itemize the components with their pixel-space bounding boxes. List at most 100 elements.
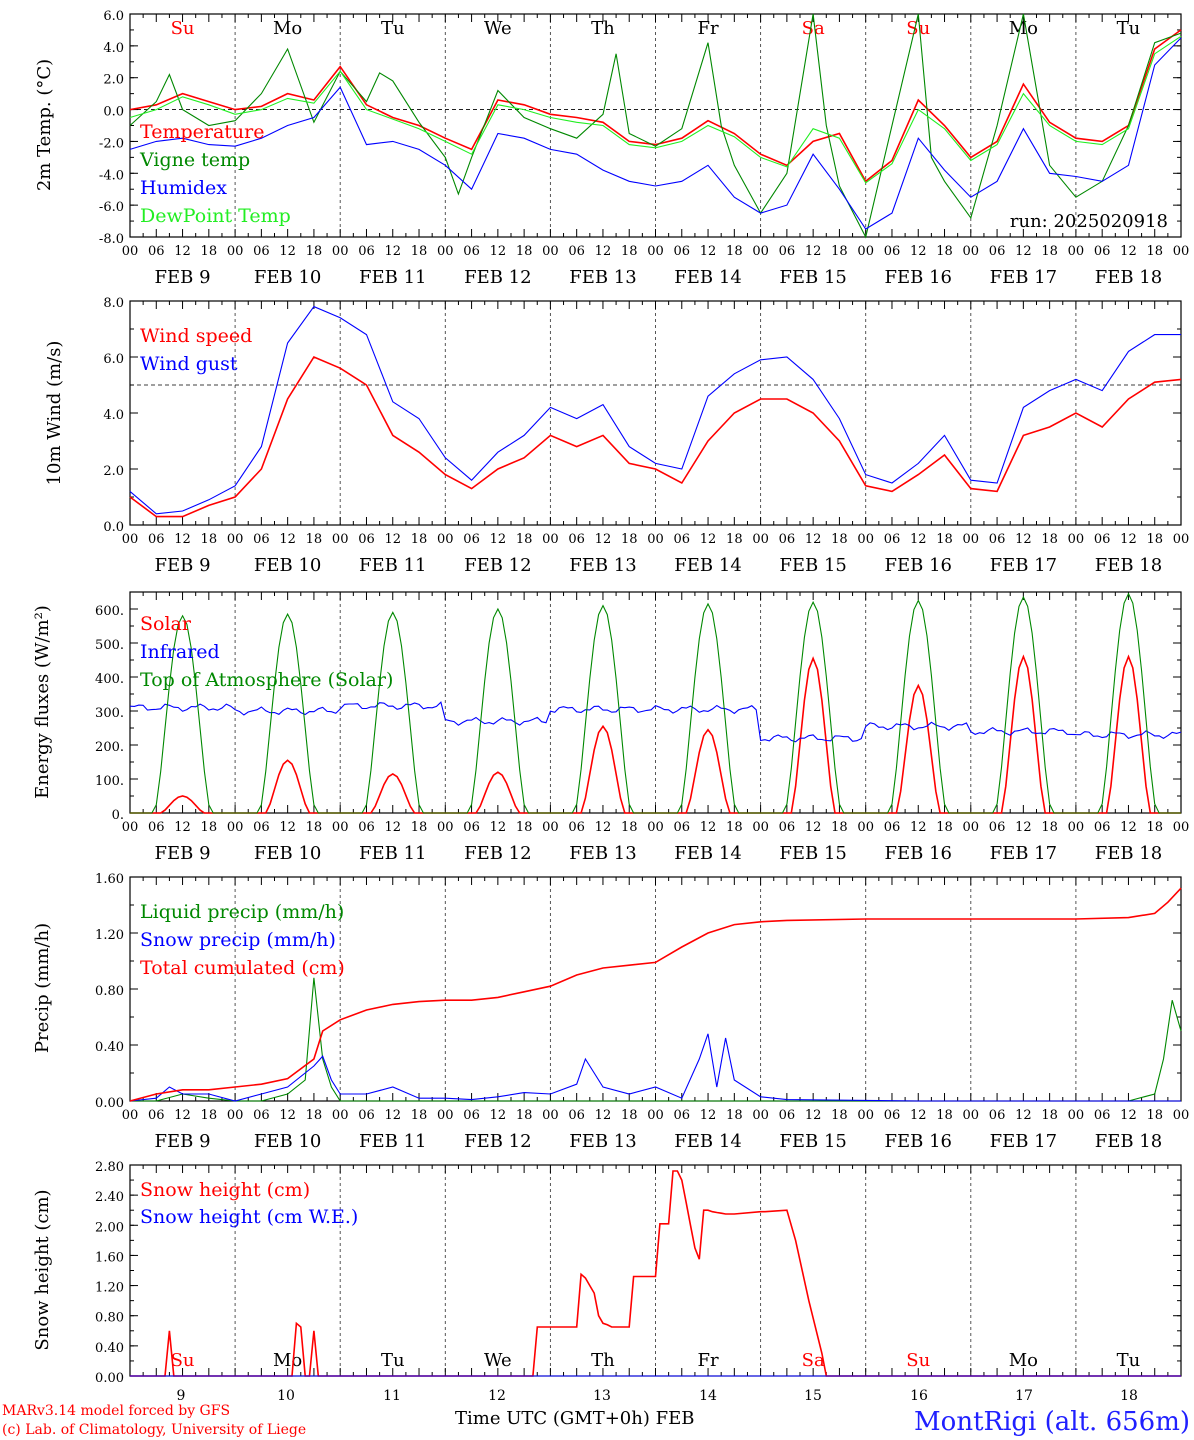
date-label: FEB 14 <box>674 267 741 288</box>
day-number-16: 16 <box>910 1388 928 1404</box>
hour-tick-label: 00 <box>332 820 349 835</box>
y-tick-label: 4.0 <box>103 408 124 423</box>
hour-tick-label: 12 <box>279 1108 296 1123</box>
series-line-wind-gust <box>129 305 1181 515</box>
date-label: FEB 10 <box>254 843 321 864</box>
weekday-label: Su <box>171 1350 195 1371</box>
hour-tick-label: 18 <box>726 244 743 259</box>
hour-tick-label: 06 <box>253 244 270 259</box>
plot-frame <box>129 300 1182 526</box>
y-axis-label: 10m Wind (m/s) <box>44 341 65 486</box>
date-label: FEB 11 <box>359 1131 426 1152</box>
hour-tick-label: 18 <box>621 244 638 259</box>
hour-tick-label: 18 <box>831 820 848 835</box>
hour-tick-label: 18 <box>831 244 848 259</box>
date-label: FEB 17 <box>990 267 1057 288</box>
date-label: FEB 9 <box>155 843 211 864</box>
hour-tick-label: 18 <box>201 244 218 259</box>
date-label: FEB 17 <box>990 1131 1057 1152</box>
y-tick-label: 0. <box>112 808 124 823</box>
weekday-label: We <box>484 18 512 39</box>
y-tick-label: 1.20 <box>95 1281 124 1296</box>
hour-tick-label: 00 <box>227 532 244 547</box>
hour-tick-label: 06 <box>674 820 691 835</box>
date-label: FEB 13 <box>569 555 636 576</box>
hour-tick-label: 18 <box>726 820 743 835</box>
hour-tick-label: 06 <box>779 1108 796 1123</box>
hour-tick-label: 12 <box>910 820 927 835</box>
chart-panel-5: 0.00 0.40 0.80 1.20 1.60 2.00 2.40 2.80 Snow hei… <box>32 1160 1182 1386</box>
y-tick-label: 400. <box>95 672 124 687</box>
series-line-wind-speed <box>129 355 1182 518</box>
date-label: FEB 14 <box>674 843 741 864</box>
hour-tick-label: 06 <box>463 244 480 259</box>
hour-tick-label: 00 <box>437 1108 454 1123</box>
date-label: FEB 15 <box>779 555 846 576</box>
day-number-12: 12 <box>488 1388 506 1404</box>
hour-tick-label: 12 <box>700 244 717 259</box>
hour-tick-label: 18 <box>411 1108 428 1123</box>
date-label: FEB 9 <box>155 555 211 576</box>
hour-tick-label: 06 <box>463 532 480 547</box>
hour-tick-label: 12 <box>700 820 717 835</box>
hour-tick-label: 18 <box>936 1108 953 1123</box>
hour-tick-label: 00 <box>227 244 244 259</box>
hour-tick-label: 00 <box>752 820 769 835</box>
date-label: FEB 12 <box>464 843 531 864</box>
y-tick-label: 0.40 <box>95 1040 124 1055</box>
hour-tick-label: 06 <box>253 532 270 547</box>
y-tick-label: 2.40 <box>95 1190 124 1205</box>
station-name: MontRigi (alt. 656m) <box>914 1407 1190 1437</box>
run-label: run: 2025020918 <box>1010 211 1168 232</box>
hour-tick-label: 18 <box>306 532 323 547</box>
hour-tick-label: 00 <box>857 820 874 835</box>
hour-tick-label: 06 <box>463 1108 480 1123</box>
hour-tick-label: 18 <box>306 1108 323 1123</box>
legend-entry: Humidex <box>140 177 227 199</box>
hour-tick-label: 00 <box>1173 244 1190 259</box>
legend-entry: Vigne temp <box>139 149 250 171</box>
date-label: FEB 16 <box>885 1131 952 1152</box>
weekday-label: Th <box>591 18 615 39</box>
date-label: FEB 10 <box>254 1131 321 1152</box>
series-line-dewpoint-temp <box>129 35 1182 184</box>
hour-tick-label: 06 <box>1094 532 1111 547</box>
hour-tick-label: 12 <box>490 820 507 835</box>
legend-entry: Solar <box>140 613 192 635</box>
series-line-vigne-temp <box>129 13 1182 239</box>
y-tick-label: 0.80 <box>95 1311 124 1326</box>
hour-tick-label: 12 <box>490 532 507 547</box>
date-label: FEB 17 <box>990 843 1057 864</box>
hour-tick-label: 06 <box>358 244 375 259</box>
legend-entry: Infrared <box>140 641 220 663</box>
y-tick-label: 2.00 <box>95 1220 124 1235</box>
hour-tick-label: 06 <box>568 244 585 259</box>
legend-entry: Wind gust <box>140 353 238 375</box>
y-tick-label: 8.0 <box>103 296 124 311</box>
hour-tick-label: 18 <box>936 244 953 259</box>
hour-tick-label: 06 <box>148 244 165 259</box>
date-label: FEB 13 <box>569 1131 636 1152</box>
chart-panel-1: -8.0 -6.0 -4.0 -2.0 0.0 2.0 4.0 6.0 2m Temp. (°C… <box>34 9 1189 288</box>
day-number-10: 10 <box>277 1388 295 1404</box>
y-tick-label: 0.00 <box>95 1096 124 1111</box>
hour-tick-label: 12 <box>910 532 927 547</box>
series-line-snow-precip-mm-h- <box>129 1033 1181 1102</box>
weekday-label: Th <box>591 1350 615 1371</box>
hour-tick-label: 00 <box>963 820 980 835</box>
legend-entry: Top of Atmosphere (Solar) <box>140 669 393 691</box>
hour-tick-label: 06 <box>148 820 165 835</box>
hour-tick-label: 12 <box>910 244 927 259</box>
date-label: FEB 11 <box>359 267 426 288</box>
date-label: FEB 12 <box>464 555 531 576</box>
hour-tick-label: 12 <box>805 1108 822 1123</box>
chart-panel-2: 0.0 2.0 4.0 6.0 8.0 10m Wind (m/s) 00 06 12 18 00 0… <box>44 296 1189 576</box>
hour-tick-label: 18 <box>1146 1108 1163 1123</box>
hour-tick-label: 00 <box>647 532 664 547</box>
hour-tick-label: 00 <box>332 244 349 259</box>
legend-entry: Snow height (cm W.E.) <box>140 1206 358 1228</box>
y-axis-label: Energy fluxes (W/m²) <box>32 605 53 799</box>
hour-tick-label: 18 <box>516 1108 533 1123</box>
hour-tick-label: 00 <box>122 244 139 259</box>
hour-tick-label: 18 <box>516 244 533 259</box>
